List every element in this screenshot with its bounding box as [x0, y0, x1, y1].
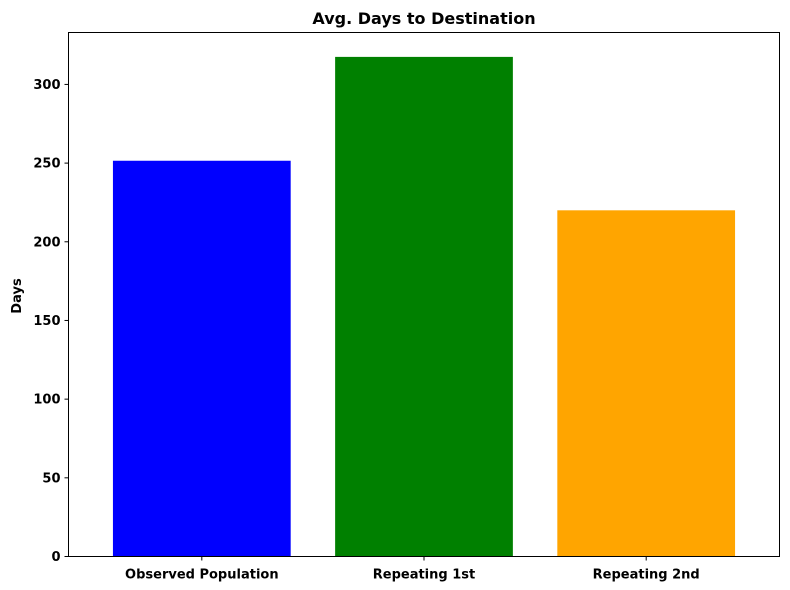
- x-axis-ticks: Observed Population Repeating 1st Repeatin…: [125, 556, 700, 583]
- x-tick-label: Observed Population: [125, 568, 279, 583]
- y-axis-label: Days: [10, 278, 25, 314]
- bar-observed-population: [112, 160, 291, 557]
- x-tick-label: Repeating 1st: [373, 568, 475, 583]
- y-tick-label: 150: [33, 314, 60, 329]
- plot-frame: [68, 32, 780, 557]
- bars-group: [112, 56, 736, 557]
- chart-title: Avg. Days to Destination: [312, 9, 535, 28]
- y-tick-label: 50: [42, 471, 60, 486]
- y-axis-ticks: 0 50 100 150 200 250 300: [33, 78, 69, 565]
- bar-repeating-1st: [335, 56, 513, 557]
- y-tick-label: 100: [33, 393, 60, 408]
- y-tick-label: 250: [33, 157, 60, 172]
- y-tick-label: 0: [51, 550, 60, 565]
- x-tick-label: Repeating 2nd: [593, 568, 700, 583]
- y-tick-label: 200: [33, 235, 60, 250]
- bar-repeating-2nd: [557, 210, 736, 557]
- y-tick-label: 300: [33, 78, 60, 93]
